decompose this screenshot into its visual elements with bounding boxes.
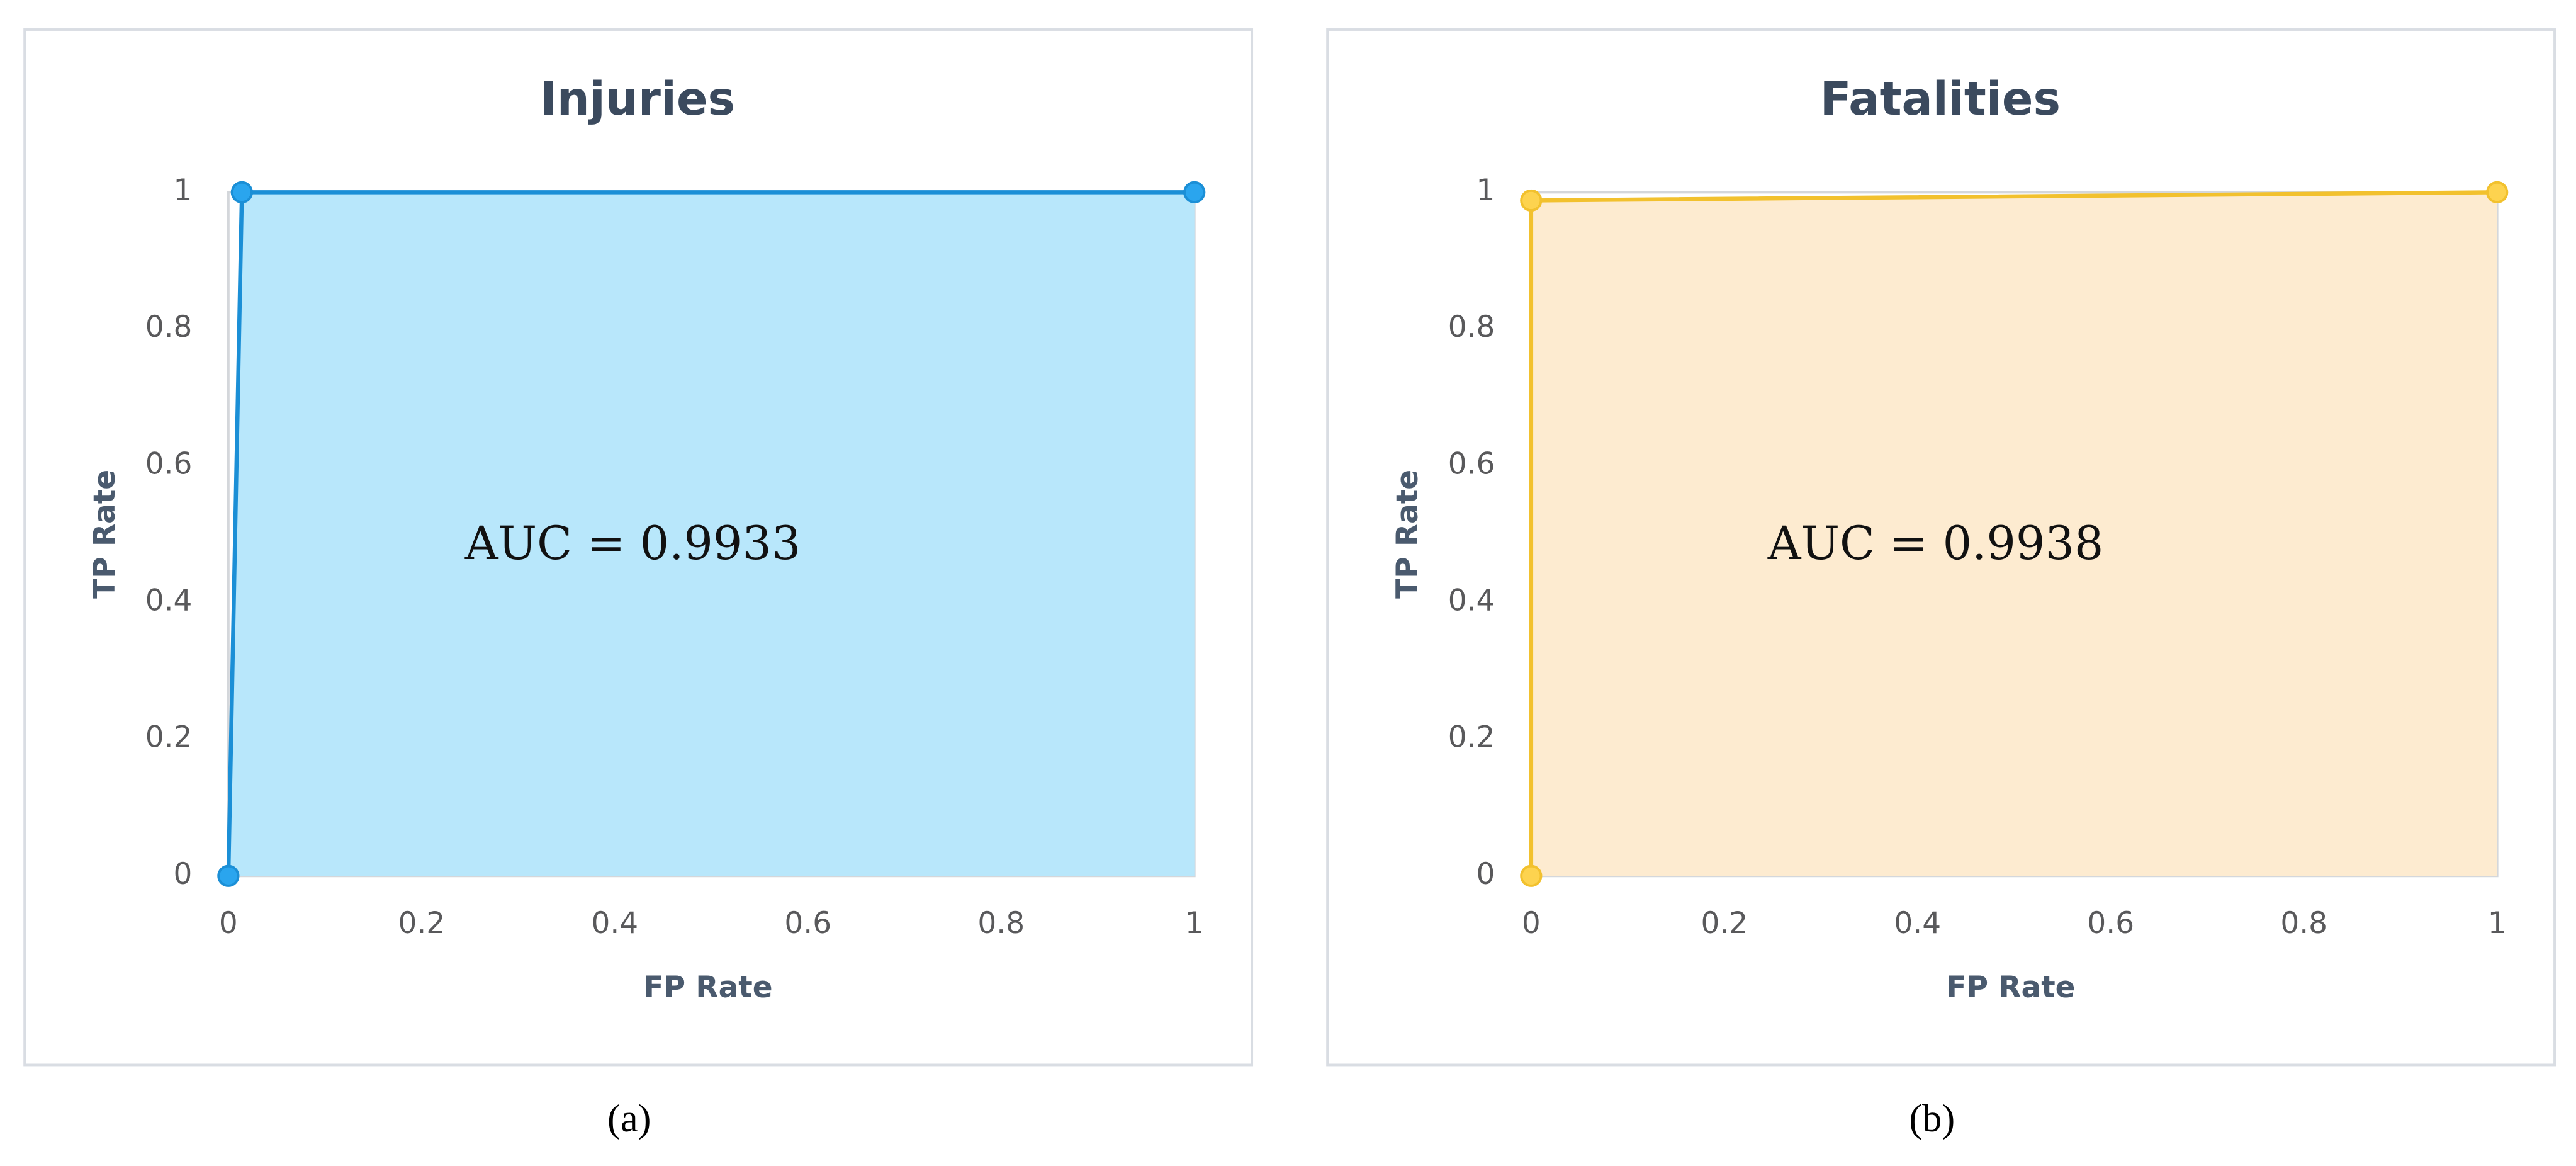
y-axis-label: TP Rate: [1390, 470, 1425, 599]
x-tick-label: 0: [219, 906, 238, 941]
y-tick-label: 0.6: [145, 446, 193, 481]
y-tick-label: 0.4: [145, 583, 193, 618]
annotation: AUC = 0.9938: [1767, 517, 2104, 570]
area-fill: [1531, 192, 2497, 876]
x-tick-label: 0.8: [977, 906, 1025, 941]
caption: (b): [1909, 1096, 1955, 1140]
chart-title: Fatalities: [1820, 72, 2061, 126]
y-tick-label: 0.6: [1448, 446, 1495, 481]
x-axis-label: FP Rate: [644, 970, 773, 1005]
x-tick-label: 0.2: [398, 906, 445, 941]
point: [2486, 181, 2509, 204]
area-fill: [228, 192, 1195, 876]
x-tick-label: 0.6: [2087, 906, 2134, 941]
point: [217, 864, 240, 887]
y-tick-label: 0.4: [1448, 583, 1495, 618]
x-tick-label: 1: [2488, 906, 2507, 941]
x-tick-label: 0.2: [1701, 906, 1748, 941]
annotation: AUC = 0.9933: [464, 517, 801, 570]
x-tick-label: 0.8: [2280, 906, 2327, 941]
caption: (a): [607, 1096, 651, 1140]
y-tick-label: 0.8: [1448, 310, 1495, 344]
y-axis-label: TP Rate: [87, 470, 122, 599]
y-tick-label: 0: [1476, 857, 1495, 891]
x-tick-label: 0.6: [784, 906, 831, 941]
point: [1183, 181, 1206, 204]
point: [1520, 189, 1543, 212]
x-tick-label: 0: [1522, 906, 1541, 941]
x-tick-label: 0.4: [1894, 906, 1941, 941]
chart-title: Injuries: [540, 72, 735, 126]
y-tick-label: 0: [174, 857, 193, 891]
y-tick-label: 0.2: [1448, 720, 1495, 755]
y-tick-label: 1: [1476, 173, 1495, 208]
x-axis-label: FP Rate: [1947, 970, 2076, 1005]
point: [1520, 864, 1543, 887]
y-tick-label: 0.2: [145, 720, 193, 755]
point: [230, 181, 253, 204]
x-tick-label: 1: [1185, 906, 1204, 941]
y-tick-label: 0.8: [145, 310, 193, 344]
x-tick-label: 0.4: [591, 906, 638, 941]
y-tick-label: 1: [174, 173, 193, 208]
